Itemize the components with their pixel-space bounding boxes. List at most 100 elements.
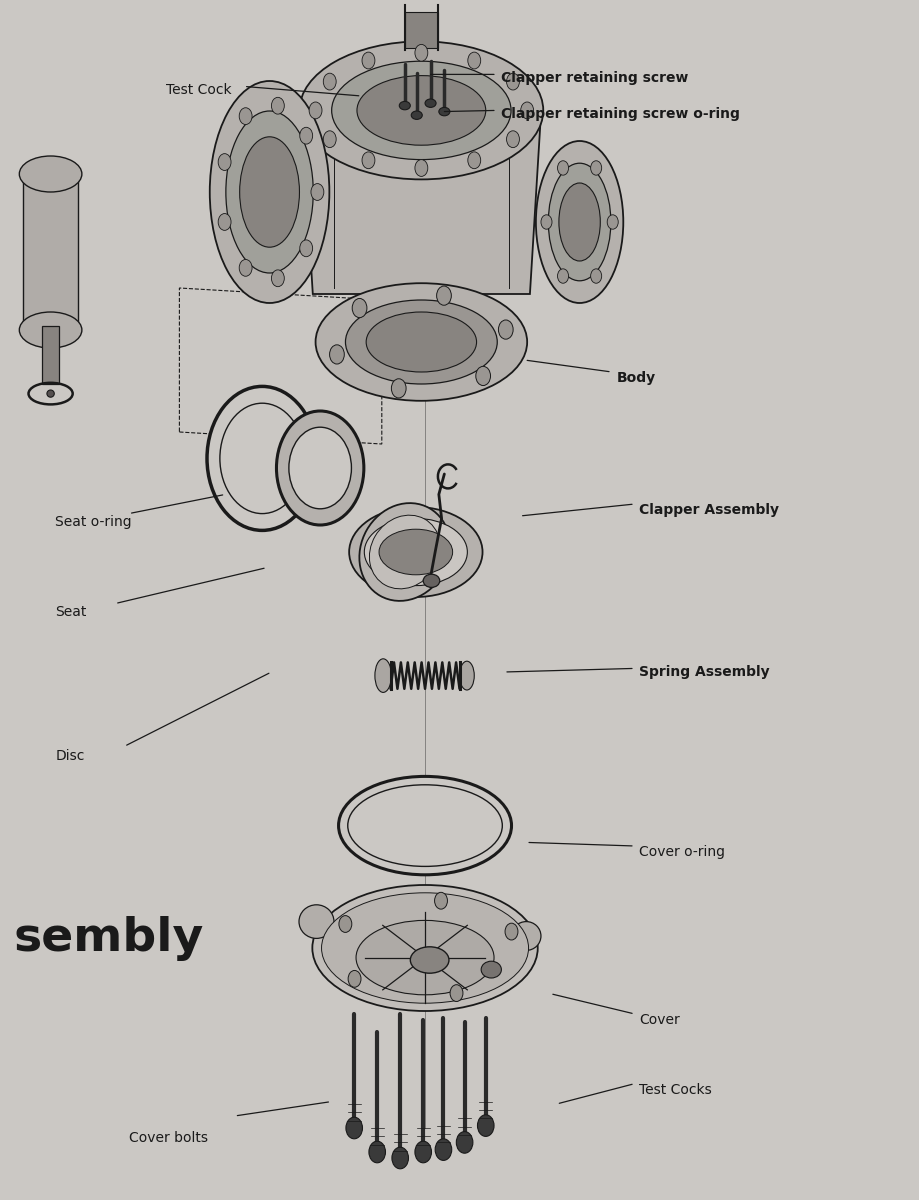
Ellipse shape <box>332 61 511 160</box>
Text: Clapper retaining screw: Clapper retaining screw <box>501 71 688 85</box>
Ellipse shape <box>349 506 482 596</box>
Ellipse shape <box>481 961 501 978</box>
Circle shape <box>435 1139 451 1160</box>
Circle shape <box>506 131 519 148</box>
Ellipse shape <box>322 893 528 1003</box>
Text: Clapper retaining screw o-ring: Clapper retaining screw o-ring <box>501 107 740 121</box>
Circle shape <box>323 131 335 148</box>
Ellipse shape <box>364 518 467 586</box>
Text: Cover bolts: Cover bolts <box>129 1130 208 1145</box>
Ellipse shape <box>289 427 351 509</box>
Circle shape <box>456 1132 472 1153</box>
Text: Test Cock: Test Cock <box>165 83 231 97</box>
Bar <box>404 12 437 48</box>
Text: Body: Body <box>616 371 655 385</box>
Ellipse shape <box>438 107 449 115</box>
Ellipse shape <box>19 312 82 348</box>
Circle shape <box>520 102 533 119</box>
Ellipse shape <box>300 41 543 179</box>
Ellipse shape <box>220 403 304 514</box>
Circle shape <box>414 160 427 176</box>
Ellipse shape <box>558 182 600 262</box>
Ellipse shape <box>399 101 410 109</box>
Ellipse shape <box>207 386 317 530</box>
Circle shape <box>590 269 601 283</box>
Circle shape <box>506 73 519 90</box>
Bar <box>42 326 59 384</box>
Ellipse shape <box>511 922 540 950</box>
Ellipse shape <box>226 110 313 272</box>
Circle shape <box>309 102 322 119</box>
Ellipse shape <box>411 110 422 120</box>
Text: Disc: Disc <box>55 749 85 763</box>
Text: Spring Assembly: Spring Assembly <box>639 665 769 679</box>
Ellipse shape <box>315 283 527 401</box>
Circle shape <box>505 923 517 940</box>
Ellipse shape <box>423 574 439 587</box>
Text: Clapper Assembly: Clapper Assembly <box>639 503 778 517</box>
Circle shape <box>300 127 312 144</box>
Circle shape <box>414 1141 431 1163</box>
Ellipse shape <box>410 947 448 973</box>
Text: Seat: Seat <box>55 605 86 619</box>
Ellipse shape <box>548 163 610 281</box>
Circle shape <box>323 73 335 90</box>
Ellipse shape <box>347 785 502 866</box>
Circle shape <box>311 184 323 200</box>
Text: Cover: Cover <box>639 1013 679 1027</box>
Circle shape <box>557 161 568 175</box>
Text: sembly: sembly <box>14 916 204 961</box>
Circle shape <box>329 344 344 364</box>
Ellipse shape <box>369 515 439 589</box>
Text: Test Cocks: Test Cocks <box>639 1082 711 1097</box>
Ellipse shape <box>299 905 334 938</box>
Circle shape <box>468 52 481 68</box>
Ellipse shape <box>338 776 511 875</box>
Ellipse shape <box>366 312 476 372</box>
Ellipse shape <box>276 410 363 526</box>
Circle shape <box>239 108 252 125</box>
Circle shape <box>352 299 367 318</box>
Circle shape <box>557 269 568 283</box>
Circle shape <box>540 215 551 229</box>
Circle shape <box>475 366 490 385</box>
Ellipse shape <box>379 529 452 575</box>
Circle shape <box>414 44 427 61</box>
Circle shape <box>218 214 231 230</box>
Bar <box>23 174 78 330</box>
Circle shape <box>590 161 601 175</box>
Circle shape <box>391 1147 408 1169</box>
Circle shape <box>338 916 351 932</box>
Ellipse shape <box>19 156 82 192</box>
Circle shape <box>239 259 252 276</box>
Ellipse shape <box>346 300 497 384</box>
Ellipse shape <box>425 98 436 108</box>
Circle shape <box>369 1141 385 1163</box>
Circle shape <box>468 152 481 169</box>
Circle shape <box>347 971 360 988</box>
Circle shape <box>362 152 375 169</box>
Ellipse shape <box>210 80 329 302</box>
Ellipse shape <box>47 390 54 397</box>
Circle shape <box>346 1117 362 1139</box>
Circle shape <box>391 379 405 398</box>
Circle shape <box>437 286 451 305</box>
Polygon shape <box>301 114 540 294</box>
Ellipse shape <box>460 661 474 690</box>
Ellipse shape <box>356 920 494 995</box>
Ellipse shape <box>312 886 538 1010</box>
Ellipse shape <box>359 503 449 601</box>
Circle shape <box>362 52 375 68</box>
Ellipse shape <box>535 140 623 302</box>
Text: Cover o-ring: Cover o-ring <box>639 845 724 859</box>
Circle shape <box>607 215 618 229</box>
Circle shape <box>271 97 284 114</box>
Ellipse shape <box>239 137 300 247</box>
Circle shape <box>449 985 462 1002</box>
Ellipse shape <box>357 76 485 145</box>
Circle shape <box>477 1115 494 1136</box>
Ellipse shape <box>375 659 391 692</box>
Circle shape <box>434 893 447 910</box>
Circle shape <box>300 240 312 257</box>
Text: Seat o-ring: Seat o-ring <box>55 515 131 529</box>
